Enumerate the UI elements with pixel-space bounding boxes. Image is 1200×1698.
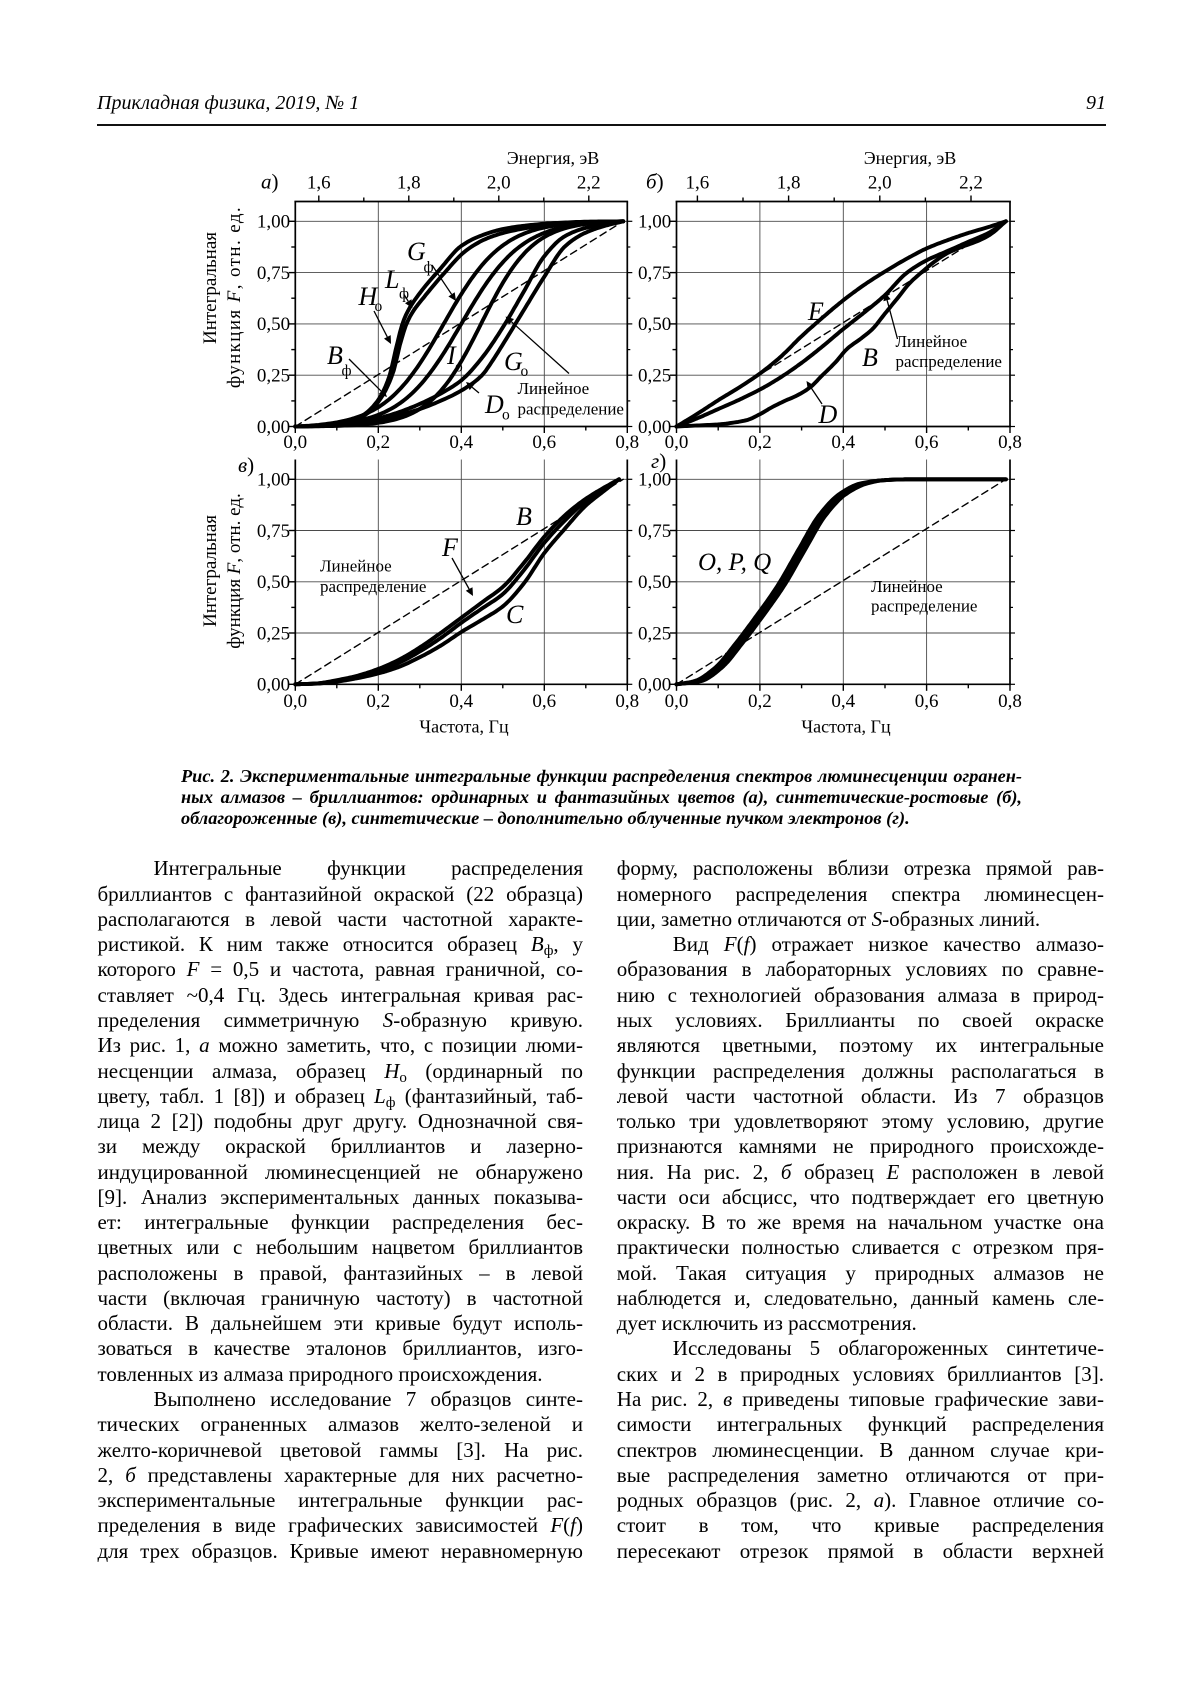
svg-text:ф: ф [424,259,434,276]
svg-text:0,00: 0,00 [638,417,671,438]
svg-text:о: о [375,298,383,315]
svg-text:Энергия, эВ: Энергия, эВ [864,148,957,168]
svg-text:1,00: 1,00 [638,212,671,233]
svg-text:0,75: 0,75 [257,263,290,284]
svg-text:0,0: 0,0 [283,691,307,712]
svg-text:0,50: 0,50 [257,572,290,593]
svg-text:B: B [862,343,878,372]
svg-text:ф: ф [399,286,409,303]
svg-text:0,25: 0,25 [638,366,671,387]
svg-text:Интегральная: Интегральная [200,232,221,344]
svg-text:2,2: 2,2 [959,173,983,194]
svg-text:Линейное: Линейное [871,577,943,596]
svg-text:0,75: 0,75 [257,521,290,542]
svg-text:0,6: 0,6 [532,432,556,453]
svg-text:распределение: распределение [896,352,1002,371]
svg-text:о: о [502,407,510,424]
svg-text:распределение: распределение [871,597,977,616]
svg-text:1,00: 1,00 [257,212,290,233]
svg-text:2,0: 2,0 [868,173,892,194]
svg-text:г): г) [651,449,666,473]
svg-text:O, P, Q: O, P, Q [698,549,771,576]
svg-text:1,6: 1,6 [307,173,331,194]
svg-text:Линейное: Линейное [320,557,392,576]
svg-text:Частота, Гц: Частота, Гц [801,717,891,737]
svg-text:Линейное: Линейное [518,379,590,398]
svg-text:Энергия, эВ: Энергия, эВ [507,148,600,168]
svg-text:B: B [327,341,343,370]
svg-text:0,0: 0,0 [665,691,689,712]
svg-text:0,25: 0,25 [257,623,290,644]
svg-text:Линейное: Линейное [896,332,968,351]
svg-text:ф: ф [342,363,352,380]
svg-text:2,0: 2,0 [487,173,511,194]
svg-text:функция F, отн. ед.: функция F, отн. ед. [224,493,245,649]
svg-text:G: G [407,237,426,266]
svg-text:распределение: распределение [518,399,624,418]
svg-text:1,8: 1,8 [777,173,801,194]
svg-text:F: F [441,533,459,562]
svg-text:1,00: 1,00 [638,470,671,491]
svg-text:0,50: 0,50 [638,572,671,593]
svg-text:распределение: распределение [320,577,426,596]
svg-text:C: C [506,600,524,629]
svg-text:0,4: 0,4 [831,432,855,453]
svg-text:о: о [521,363,529,380]
svg-text:Частота, Гц: Частота, Гц [419,717,509,737]
svg-text:0,00: 0,00 [638,675,671,696]
svg-text:б): б) [646,170,664,194]
svg-text:D: D [484,390,504,419]
svg-text:0,25: 0,25 [257,366,290,387]
svg-text:B: B [516,502,532,531]
svg-text:D: D [818,400,838,429]
svg-text:в): в) [238,453,254,477]
svg-text:0,8: 0,8 [998,432,1022,453]
svg-text:Интегральная: Интегральная [200,515,221,627]
svg-text:о: о [455,359,463,376]
svg-text:0,50: 0,50 [638,314,671,335]
svg-text:0,8: 0,8 [615,432,639,453]
svg-text:E: E [807,297,824,326]
svg-text:1,00: 1,00 [257,470,290,491]
svg-text:0,6: 0,6 [915,432,939,453]
svg-text:0,4: 0,4 [449,432,473,453]
svg-text:0,50: 0,50 [257,314,290,335]
svg-text:0,2: 0,2 [366,691,390,712]
svg-text:0,6: 0,6 [915,691,939,712]
svg-text:I: I [446,341,457,370]
svg-text:0,00: 0,00 [257,675,290,696]
svg-text:0,75: 0,75 [638,521,671,542]
svg-text:H: H [358,282,379,311]
svg-text:0,8: 0,8 [998,691,1022,712]
svg-text:G: G [504,347,523,376]
svg-text:0,00: 0,00 [257,417,290,438]
svg-text:0,4: 0,4 [449,691,473,712]
svg-text:0,2: 0,2 [366,432,390,453]
svg-text:0,2: 0,2 [748,432,772,453]
svg-text:1,6: 1,6 [686,173,710,194]
svg-text:0,0: 0,0 [283,432,307,453]
svg-text:функция F, отн. ед.: функция F, отн. ед. [224,206,245,388]
svg-text:2,2: 2,2 [577,173,601,194]
svg-text:0,2: 0,2 [748,691,772,712]
svg-text:1,8: 1,8 [397,173,421,194]
svg-text:0,8: 0,8 [615,691,639,712]
svg-text:0,25: 0,25 [638,623,671,644]
svg-text:а): а) [261,170,279,194]
svg-text:0,75: 0,75 [638,263,671,284]
svg-text:0,4: 0,4 [831,691,855,712]
svg-text:L: L [384,265,399,294]
svg-text:0,0: 0,0 [665,432,689,453]
svg-text:0,6: 0,6 [532,691,556,712]
